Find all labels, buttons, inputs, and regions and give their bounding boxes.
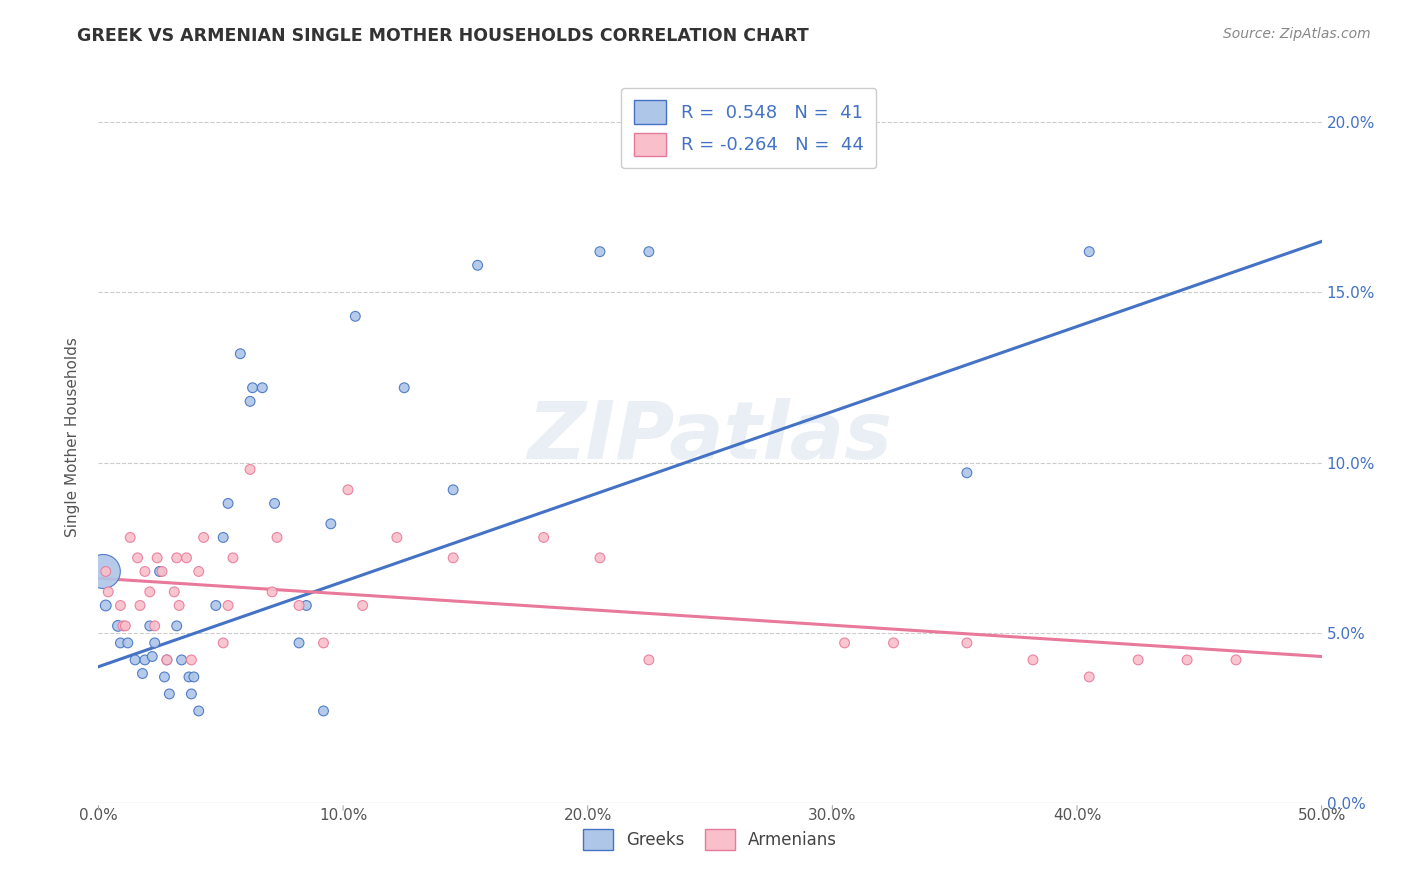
Point — [193, 531, 215, 545]
Point — [312, 704, 335, 718]
Point — [883, 636, 905, 650]
Point — [134, 653, 156, 667]
Text: Source: ZipAtlas.com: Source: ZipAtlas.com — [1223, 27, 1371, 41]
Point — [533, 531, 555, 545]
Point — [124, 653, 146, 667]
Point — [180, 687, 202, 701]
Point — [217, 496, 239, 510]
Point — [163, 585, 186, 599]
Point — [1022, 653, 1045, 667]
Point — [242, 381, 264, 395]
Point — [239, 462, 262, 476]
Point — [295, 599, 318, 613]
Text: ZIPatlas: ZIPatlas — [527, 398, 893, 476]
Point — [1225, 653, 1247, 667]
Point — [222, 550, 245, 565]
Point — [139, 585, 162, 599]
Point — [146, 550, 169, 565]
Point — [139, 619, 162, 633]
Point — [157, 687, 180, 701]
Point — [166, 550, 188, 565]
Point — [91, 565, 114, 579]
Point — [187, 565, 209, 579]
Point — [212, 531, 235, 545]
Point — [167, 599, 190, 613]
Point — [114, 619, 136, 633]
Point — [589, 244, 612, 259]
Point — [180, 653, 202, 667]
Point — [134, 565, 156, 579]
Point — [262, 585, 284, 599]
Point — [834, 636, 856, 650]
Point — [170, 653, 193, 667]
Point — [312, 636, 335, 650]
Point — [156, 653, 179, 667]
Point — [637, 653, 661, 667]
Point — [344, 310, 367, 324]
Point — [110, 599, 132, 613]
Legend: Greeks, Armenians: Greeks, Armenians — [576, 822, 844, 856]
Point — [120, 531, 142, 545]
Point — [212, 636, 235, 650]
Point — [319, 516, 342, 531]
Point — [239, 394, 262, 409]
Point — [150, 565, 173, 579]
Point — [94, 599, 117, 613]
Point — [143, 636, 166, 650]
Point — [1078, 244, 1101, 259]
Point — [131, 666, 153, 681]
Point — [956, 466, 979, 480]
Point — [156, 653, 179, 667]
Text: GREEK VS ARMENIAN SINGLE MOTHER HOUSEHOLDS CORRELATION CHART: GREEK VS ARMENIAN SINGLE MOTHER HOUSEHOL… — [77, 27, 808, 45]
Point — [392, 381, 416, 395]
Point — [94, 565, 117, 579]
Point — [336, 483, 359, 497]
Point — [153, 670, 176, 684]
Point — [589, 550, 612, 565]
Point — [252, 381, 274, 395]
Point — [385, 531, 408, 545]
Point — [176, 550, 198, 565]
Point — [266, 531, 288, 545]
Point — [352, 599, 374, 613]
Point — [1128, 653, 1150, 667]
Point — [166, 619, 188, 633]
Point — [637, 244, 661, 259]
Point — [107, 619, 129, 633]
Point — [217, 599, 239, 613]
Y-axis label: Single Mother Households: Single Mother Households — [65, 337, 80, 537]
Point — [110, 636, 132, 650]
Point — [288, 599, 311, 613]
Point — [205, 599, 228, 613]
Point — [288, 636, 311, 650]
Point — [441, 550, 464, 565]
Point — [187, 704, 209, 718]
Point — [129, 599, 152, 613]
Point — [177, 670, 200, 684]
Point — [127, 550, 149, 565]
Point — [956, 636, 979, 650]
Point — [1175, 653, 1198, 667]
Point — [97, 585, 120, 599]
Point — [1078, 670, 1101, 684]
Point — [149, 565, 172, 579]
Point — [467, 258, 489, 272]
Point — [229, 347, 252, 361]
Point — [441, 483, 464, 497]
Point — [141, 649, 163, 664]
Point — [183, 670, 205, 684]
Point — [143, 619, 166, 633]
Point — [111, 619, 134, 633]
Point — [117, 636, 139, 650]
Point — [263, 496, 285, 510]
